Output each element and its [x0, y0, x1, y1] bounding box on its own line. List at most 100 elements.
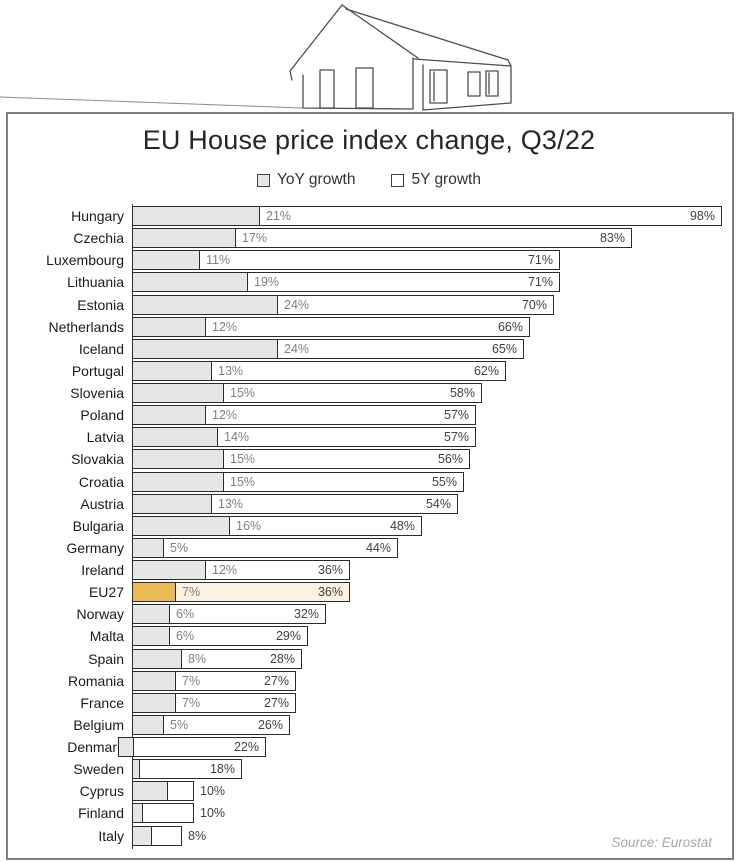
bar-group: 24% 65% [132, 338, 738, 359]
yoy-value-label: 7% [182, 673, 201, 688]
bar-group: 8% 28% [132, 648, 738, 669]
bar-group: 14% 57% [132, 427, 738, 448]
chart-row: Estonia 24% 70% [0, 294, 738, 316]
chart-row: Iceland 24% 65% [0, 338, 738, 360]
chart-row: Malta 6% 29% [0, 625, 738, 647]
bar-group: 21% 98% [132, 206, 738, 226]
yoy-value-label: 5% [170, 540, 189, 555]
yoy-value-label: 12% [212, 408, 238, 423]
five-y-value-label: 70% [521, 297, 547, 312]
yoy-bar [132, 626, 170, 647]
chart-frame [6, 112, 734, 860]
five-y-value-label: 83% [599, 231, 625, 246]
yoy-value-label: 11% [206, 253, 231, 268]
yoy-bar [132, 206, 260, 226]
five-y-value-label: 55% [431, 474, 457, 489]
bar-group: 18% [132, 759, 738, 780]
chart-row: Sweden 18% [0, 758, 738, 780]
bar-group: 13% 62% [132, 360, 738, 381]
five-y-value-label: 26% [257, 717, 283, 732]
chart-row: Finland 10% [0, 802, 738, 824]
chart-row: Lithuania 19% 71% [0, 271, 738, 293]
country-label: Estonia [77, 296, 124, 313]
five-y-value-label: 54% [425, 496, 451, 511]
country-label: France [80, 694, 124, 711]
chart-row: Spain 8% 28% [0, 648, 738, 670]
five-y-value-label: 57% [443, 430, 469, 445]
yoy-bar [132, 294, 278, 315]
five-y-value-label: 65% [491, 341, 517, 356]
yoy-value-label: 15% [230, 474, 256, 489]
yoy-bar [132, 272, 248, 293]
country-label: EU27 [88, 584, 124, 601]
yoy-bar [132, 228, 236, 249]
country-label: Lithuania [67, 274, 124, 291]
five-y-value-label: 71% [527, 253, 553, 268]
yoy-bar [132, 803, 143, 824]
country-label: Netherlands [48, 318, 125, 335]
chart-row: Netherlands 12% 66% [0, 316, 738, 338]
five-y-value-label: 10% [200, 806, 226, 821]
five-y-value-label: 32% [293, 607, 319, 622]
bar-group: 12% 57% [132, 405, 738, 426]
yoy-value-label: 12% [212, 319, 238, 334]
yoy-bar [132, 692, 176, 713]
chart-row: Germany 5% 44% [0, 537, 738, 559]
country-label: Portugal [71, 362, 124, 379]
chart-row: Portugal 13% 62% [0, 360, 738, 382]
five-y-value-label: 44% [365, 540, 391, 555]
yoy-value-label: 6% [176, 607, 195, 622]
yoy-value-label: 8% [188, 651, 207, 666]
yoy-bar [132, 604, 170, 625]
yoy-value-label: 13% [218, 363, 244, 378]
five-y-value-label: 98% [689, 209, 715, 223]
country-label: Malta [89, 628, 124, 645]
bar-group: 11% 71% [132, 250, 738, 271]
chart-row: Belgium 5% 26% [0, 714, 738, 736]
bar-group: 17% 83% [132, 228, 738, 249]
chart-row: Slovakia 15% 56% [0, 448, 738, 470]
chart-row: Hungary 21% 98% [0, 205, 738, 227]
chart-row: Latvia 14% 57% [0, 426, 738, 448]
five-y-value-label: 22% [233, 740, 259, 754]
chart-row: Croatia 15% 55% [0, 471, 738, 493]
five-y-value-label: 58% [449, 386, 475, 400]
legend-label-yoy: YoY growth [277, 171, 356, 188]
bar-group: 13% 54% [132, 493, 738, 514]
five-y-value-label: 57% [443, 408, 469, 423]
five-y-value-label: 27% [263, 673, 289, 688]
legend-swatch-5y-icon [391, 173, 405, 187]
country-label: Iceland [78, 340, 124, 357]
bar-group: 7% 27% [132, 692, 738, 713]
yoy-value-label: 7% [182, 585, 201, 600]
legend-item-yoy: YoY growth [257, 171, 355, 189]
chart-row: Romania 7% 27% [0, 670, 738, 692]
chart-row: Slovenia 15% 58% [0, 382, 738, 404]
legend-item-5y: 5Y growth [391, 171, 481, 189]
bar-group: 16% 48% [132, 515, 738, 536]
yoy-bar [132, 471, 224, 492]
chart-row: Luxembourg 11% 71% [0, 249, 738, 271]
yoy-bar [132, 383, 224, 403]
yoy-bar [132, 648, 182, 669]
yoy-value-label: 6% [176, 629, 195, 644]
yoy-bar [132, 781, 169, 802]
bar-group: 15% 58% [132, 383, 738, 403]
bar-group: 5% 26% [132, 714, 738, 735]
chart-row: Poland 12% 57% [0, 404, 738, 426]
yoy-bar [132, 427, 218, 448]
yoy-bar [132, 560, 206, 580]
five-y-value-label: 36% [317, 585, 343, 600]
yoy-bar [132, 449, 224, 470]
yoy-bar [132, 714, 164, 735]
five-y-value-label: 29% [275, 629, 301, 644]
chart-row: Cyprus 10% [0, 780, 738, 802]
country-label: Luxembourg [46, 252, 124, 269]
bar-group: 6% 29% [132, 626, 738, 647]
country-label: Austria [80, 495, 124, 512]
country-label: Bulgaria [72, 517, 124, 534]
country-label: Norway [76, 606, 124, 623]
country-label: Italy [98, 827, 124, 844]
chart-row: France 7% 27% [0, 692, 738, 714]
yoy-bar [132, 360, 212, 381]
